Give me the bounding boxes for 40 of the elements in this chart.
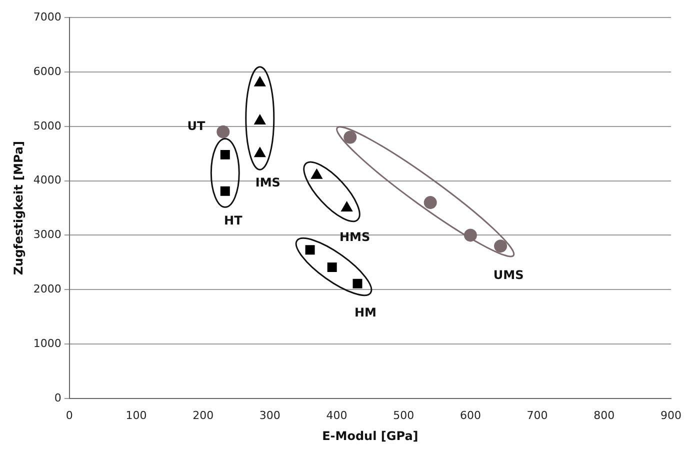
- point: [311, 168, 322, 179]
- point: [305, 245, 315, 255]
- point: [254, 147, 266, 158]
- y-tick-label: 6000: [33, 64, 62, 78]
- point: [220, 150, 230, 160]
- x-tick-label: 700: [526, 408, 548, 422]
- x-tick-label: 400: [326, 408, 348, 422]
- x-tick-label: 100: [126, 408, 147, 422]
- y-axis-title: Zugfestigkeit [MPa]: [11, 140, 26, 276]
- x-tick-label: 600: [460, 408, 481, 422]
- point: [327, 262, 337, 272]
- point: [216, 125, 230, 138]
- point: [220, 186, 230, 196]
- point: [341, 202, 352, 212]
- y-tick-label: 0: [54, 391, 62, 404]
- point: [352, 278, 362, 288]
- x-tick-label: 900: [660, 408, 682, 422]
- y-tick-label: 4000: [33, 174, 62, 187]
- x-tick-label: 0: [66, 408, 73, 422]
- y-tick-label: 3000: [33, 228, 62, 242]
- point: [494, 240, 508, 253]
- point: [254, 114, 266, 124]
- y-tick-label: 2000: [33, 282, 62, 296]
- y-tick-label: 7000: [33, 10, 62, 24]
- x-tick-label: 200: [192, 408, 214, 422]
- y-tick-label: 1000: [33, 336, 62, 350]
- y-tick-label: 5000: [33, 119, 62, 132]
- x-axis-title: E-Modul [GPa]: [322, 428, 418, 443]
- series-label: HT: [224, 213, 244, 228]
- x-tick-label: 500: [393, 408, 414, 422]
- x-tick-label: 800: [594, 408, 615, 422]
- point: [424, 196, 437, 210]
- x-tick-label: 300: [259, 408, 280, 422]
- series-label: HM: [354, 306, 376, 320]
- series-label: IMS: [255, 176, 280, 190]
- series-label: UT: [187, 118, 206, 133]
- series-label: HMS: [339, 230, 370, 244]
- point: [344, 130, 357, 144]
- point: [254, 76, 266, 86]
- series-label: UMS: [493, 268, 524, 282]
